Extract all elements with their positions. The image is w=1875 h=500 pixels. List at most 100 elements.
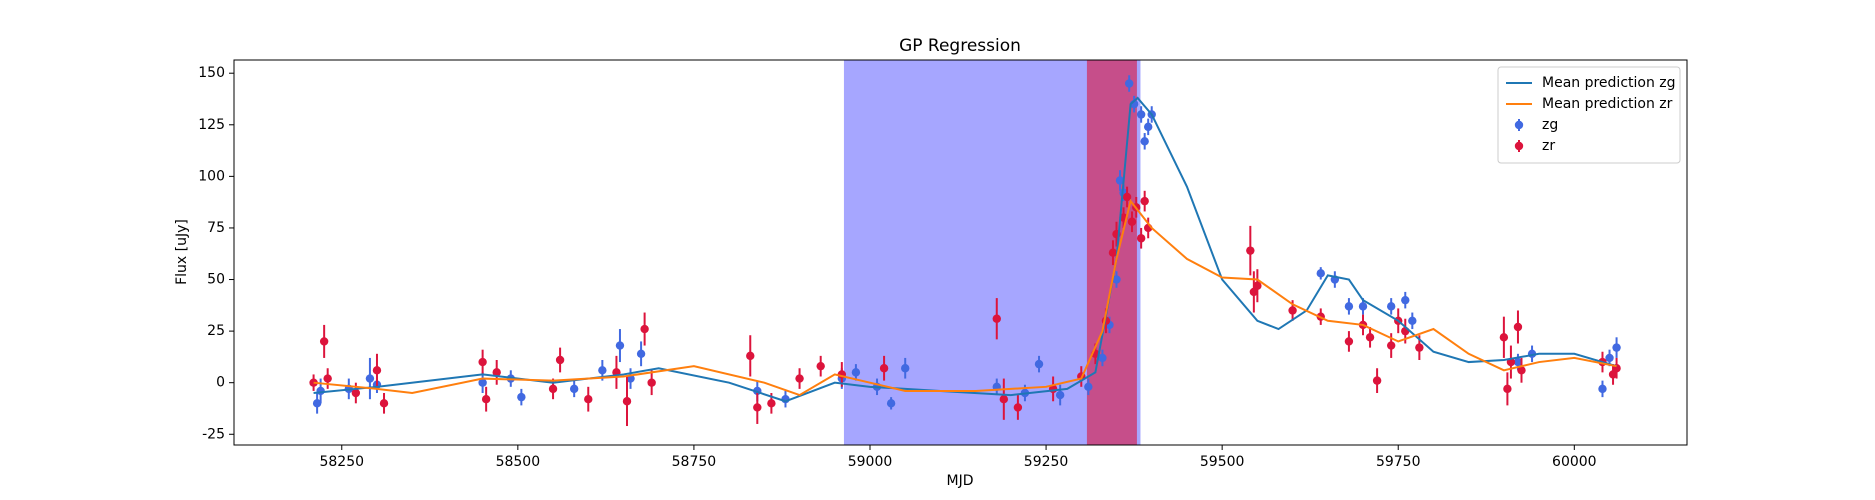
data-point (647, 378, 656, 387)
data-point (1127, 217, 1137, 226)
x-tick-label: 58750 (672, 454, 717, 470)
data-point (478, 357, 487, 367)
plot-area (309, 60, 1621, 445)
legend-label: Mean prediction zr (1542, 96, 1673, 112)
x-tick-label: 59500 (1200, 454, 1245, 470)
y-tick-label: 50 (207, 272, 225, 288)
y-tick-label: -25 (202, 426, 225, 442)
data-point (319, 337, 329, 346)
data-point (1358, 302, 1368, 311)
data-point (640, 324, 649, 334)
data-point (1122, 192, 1132, 202)
y-tick-label: 100 (198, 168, 225, 184)
data-point (1513, 357, 1523, 367)
data-point (1517, 366, 1526, 375)
x-tick-label: 60000 (1552, 454, 1597, 470)
data-point (1344, 302, 1354, 311)
data-point (1513, 322, 1523, 332)
data-point (323, 374, 332, 383)
legend-box (1497, 66, 1681, 164)
data-point (851, 368, 861, 377)
data-point (1140, 196, 1149, 206)
data-point (767, 399, 776, 408)
data-point (1386, 302, 1396, 311)
data-point (517, 392, 526, 402)
data-point (1246, 246, 1255, 255)
data-point (569, 384, 579, 394)
data-point (1112, 275, 1121, 284)
data-point (492, 368, 501, 377)
mean-line (313, 96, 1617, 403)
x-tick-label: 59000 (848, 454, 893, 470)
data-point (1108, 248, 1118, 257)
legend-swatch (1514, 120, 1524, 130)
data-point (1316, 269, 1325, 278)
data-point (1115, 176, 1125, 185)
data-point (879, 364, 889, 373)
y-tick-label: 25 (207, 323, 225, 339)
data-point (316, 386, 325, 396)
x-tick-label: 59750 (1376, 454, 1421, 470)
data-point (1055, 390, 1065, 400)
x-tick-label: 58500 (496, 454, 541, 470)
data-point (1415, 343, 1424, 352)
data-point (351, 388, 361, 398)
x-tick-label: 58250 (319, 454, 364, 470)
data-point (746, 351, 755, 361)
data-point (365, 374, 375, 383)
data-point (1344, 337, 1354, 346)
data-point (901, 364, 910, 373)
mean-line (313, 198, 1617, 397)
data-point (1612, 343, 1621, 352)
legend-swatch (1514, 141, 1524, 151)
data-point (1034, 359, 1044, 369)
data-point (886, 399, 896, 408)
data-point (1124, 79, 1134, 88)
data-point (1136, 234, 1146, 243)
legend-label: zg (1542, 117, 1558, 133)
data-point (1598, 384, 1607, 394)
y-tick-label: 150 (198, 65, 225, 81)
axes-frame (233, 59, 1688, 446)
data-point (379, 399, 389, 408)
data-point (1136, 110, 1146, 119)
data-point (1503, 384, 1512, 394)
data-point (312, 399, 322, 408)
y-tick-label: 125 (198, 117, 225, 133)
data-point (1143, 122, 1153, 132)
data-point (1365, 333, 1375, 342)
legend-label: Mean prediction zg (1542, 75, 1676, 91)
data-point (1605, 353, 1614, 363)
data-point (555, 355, 565, 365)
data-point (999, 394, 1009, 404)
data-point (1253, 281, 1262, 290)
data-point (372, 366, 382, 375)
data-point (1013, 403, 1023, 412)
data-point (1401, 295, 1410, 305)
data-point (1386, 341, 1396, 350)
data-point (548, 384, 558, 394)
y-tick-label: 75 (207, 220, 225, 236)
x-axis-label: MJD (947, 473, 974, 489)
data-point (636, 349, 646, 359)
data-point (1372, 376, 1382, 385)
data-point (481, 394, 491, 404)
data-point (1288, 306, 1297, 315)
y-axis-label: Flux [uJy] (174, 219, 190, 285)
data-point (478, 378, 487, 387)
data-point (795, 374, 804, 383)
data-point (598, 366, 607, 375)
data-point (615, 341, 625, 350)
data-point (1408, 316, 1417, 325)
data-point (816, 361, 825, 371)
data-point (584, 394, 593, 404)
data-point (1249, 287, 1259, 297)
data-point (992, 314, 1001, 323)
legend-label: zr (1542, 138, 1555, 154)
data-point (1499, 333, 1509, 342)
chart-title: GP Regression (899, 36, 1021, 56)
data-point (1608, 370, 1618, 379)
x-tick-label: 59250 (1024, 454, 1069, 470)
data-point (309, 378, 318, 387)
